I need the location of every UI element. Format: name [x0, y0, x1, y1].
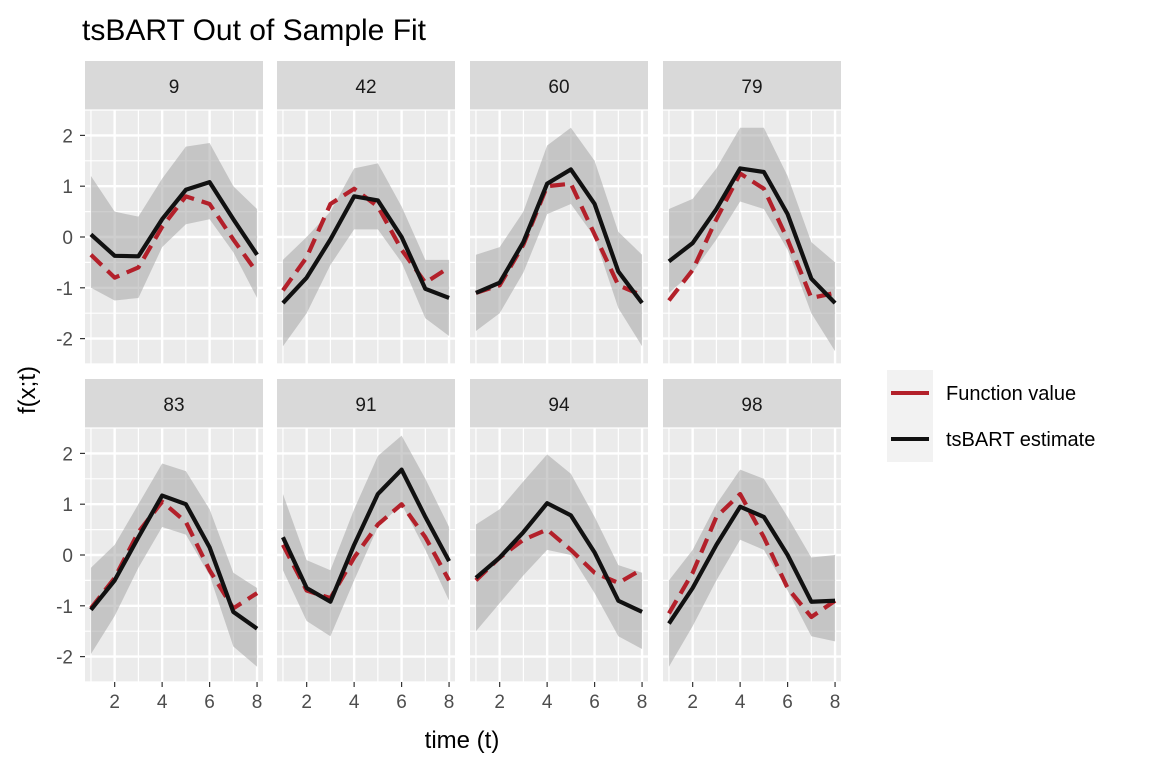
facet-panel: 60 — [470, 61, 648, 365]
x-tick-label: 2 — [301, 692, 312, 713]
legend-label-function-value: Function value — [946, 383, 1076, 405]
x-tick-label: 6 — [589, 692, 600, 713]
facet-strip-label: 60 — [548, 77, 569, 98]
facet-panel: 94 2 4 6 8 — [470, 379, 648, 713]
x-tick-label: 4 — [542, 692, 553, 713]
facet-panel: 83 2 4 6 8 -2 -1 0 1 2 — [56, 379, 263, 713]
legend-label-tsbart-estimate: tsBART estimate — [946, 429, 1095, 451]
estimate-line — [89, 180, 259, 259]
y-axis-title: f(x;t) — [14, 366, 41, 414]
y-tick-label: 0 — [62, 546, 73, 567]
x-tick-label: 6 — [204, 692, 215, 713]
facet-strip — [277, 61, 455, 110]
credible-band — [90, 143, 258, 301]
estimate-line — [667, 504, 836, 625]
x-tick-label: 2 — [494, 692, 505, 713]
credible-band — [668, 469, 836, 667]
credible-band — [668, 127, 836, 352]
facet-strip — [85, 379, 263, 428]
y-tick-label: 1 — [62, 495, 73, 516]
estimate-line — [667, 166, 837, 305]
facet-strip — [663, 379, 841, 428]
estimate-line — [89, 493, 259, 631]
x-tick-label: 4 — [349, 692, 360, 713]
function-value-line — [89, 194, 259, 280]
y-tick-label: 2 — [62, 444, 73, 465]
facet-strip-label: 79 — [741, 77, 762, 98]
x-tick-label: 6 — [782, 692, 793, 713]
x-tick-label: 8 — [637, 692, 648, 713]
y-tick-label: -2 — [56, 330, 73, 351]
legend: Function value tsBART estimate — [887, 370, 1095, 462]
facet-strip — [663, 61, 841, 110]
x-axis-title: time (t) — [425, 727, 500, 754]
estimate-line — [474, 501, 643, 614]
facet-strip-label: 94 — [548, 395, 570, 416]
facet-panel: 98 2 4 6 8 — [663, 379, 841, 713]
y-tick-label: -1 — [56, 597, 73, 618]
facet-strip-label: 9 — [169, 77, 180, 98]
facet-panel: 42 — [277, 61, 455, 365]
estimate-line — [281, 467, 451, 604]
facet-panel: 79 — [663, 61, 841, 365]
estimate-line — [281, 194, 450, 305]
credible-band — [475, 454, 643, 649]
function-value-line — [667, 491, 837, 620]
facet-strip — [85, 61, 263, 110]
facet-panel: 9 -2 -1 0 1 2 — [56, 61, 263, 365]
y-tick-label: -2 — [56, 648, 73, 669]
estimate-line — [475, 167, 644, 305]
x-tick-label: 4 — [157, 692, 168, 713]
x-tick-label: 2 — [109, 692, 120, 713]
x-tick-label: 8 — [252, 692, 263, 713]
credible-band — [475, 127, 643, 347]
facet-panel: 91 2 4 6 8 — [277, 379, 455, 713]
function-value-line — [667, 171, 836, 302]
x-tick-label: 4 — [735, 692, 746, 713]
x-tick-label: 6 — [396, 692, 407, 713]
facet-strip — [470, 61, 648, 110]
facet-strip-label: 83 — [163, 395, 184, 416]
facet-strip-label: 98 — [741, 395, 762, 416]
y-tick-label: 1 — [62, 177, 73, 198]
facet-strip — [277, 379, 455, 428]
y-tick-label: -1 — [56, 279, 73, 300]
x-tick-label: 8 — [444, 692, 455, 713]
x-tick-label: 2 — [687, 692, 698, 713]
facet-strip — [470, 379, 648, 428]
chart-title: tsBART Out of Sample Fit — [82, 14, 427, 47]
y-tick-label: 2 — [62, 126, 73, 147]
x-tick-label: 8 — [830, 692, 841, 713]
y-tick-label: 0 — [62, 228, 73, 249]
facet-strip-label: 91 — [355, 395, 376, 416]
facet-strip-label: 42 — [355, 77, 376, 98]
